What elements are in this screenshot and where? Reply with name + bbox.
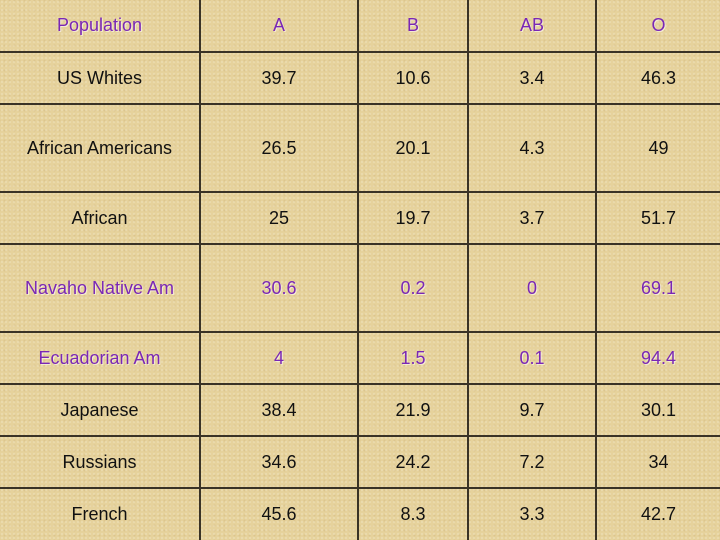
population-cell: Japanese bbox=[0, 383, 201, 437]
type-ab-cell: 4.3 bbox=[467, 103, 597, 193]
type-ab-cell: 9.7 bbox=[467, 383, 597, 437]
type-a-cell: 38.4 bbox=[199, 383, 359, 437]
population-cell: Russians bbox=[0, 435, 201, 489]
type-o-cell: 34 bbox=[595, 435, 720, 489]
type-ab-cell: 0.1 bbox=[467, 331, 597, 385]
type-ab-cell: 3.3 bbox=[467, 487, 597, 540]
type-a-cell: 26.5 bbox=[199, 103, 359, 193]
population-cell: Navaho Native Am bbox=[0, 243, 201, 333]
population-cell: US Whites bbox=[0, 51, 201, 105]
type-b-cell: 0.2 bbox=[357, 243, 469, 333]
type-a-cell: 34.6 bbox=[199, 435, 359, 489]
type-ab-cell: 3.4 bbox=[467, 51, 597, 105]
type-ab-cell: 7.2 bbox=[467, 435, 597, 489]
header-type-a: A bbox=[199, 0, 359, 53]
table-row: African Americans 26.5 20.1 4.3 49 bbox=[0, 103, 720, 193]
type-b-cell: 10.6 bbox=[357, 51, 469, 105]
population-cell: African Americans bbox=[0, 103, 201, 193]
type-o-cell: 51.7 bbox=[595, 191, 720, 245]
type-o-cell: 94.4 bbox=[595, 331, 720, 385]
type-b-cell: 19.7 bbox=[357, 191, 469, 245]
type-a-cell: 39.7 bbox=[199, 51, 359, 105]
type-a-cell: 4 bbox=[199, 331, 359, 385]
type-ab-cell: 3.7 bbox=[467, 191, 597, 245]
table-row: US Whites 39.7 10.6 3.4 46.3 bbox=[0, 51, 720, 105]
table-row: African 25 19.7 3.7 51.7 bbox=[0, 191, 720, 245]
header-type-b: B bbox=[357, 0, 469, 53]
header-type-o: O bbox=[595, 0, 720, 53]
population-cell: Ecuadorian Am bbox=[0, 331, 201, 385]
type-a-cell: 30.6 bbox=[199, 243, 359, 333]
table-row: French 45.6 8.3 3.3 42.7 bbox=[0, 487, 720, 540]
population-cell: French bbox=[0, 487, 201, 540]
type-a-cell: 45.6 bbox=[199, 487, 359, 540]
header-type-ab: AB bbox=[467, 0, 597, 53]
type-o-cell: 30.1 bbox=[595, 383, 720, 437]
type-ab-cell: 0 bbox=[467, 243, 597, 333]
table-row: Japanese 38.4 21.9 9.7 30.1 bbox=[0, 383, 720, 437]
type-o-cell: 69.1 bbox=[595, 243, 720, 333]
table-row: Russians 34.6 24.2 7.2 34 bbox=[0, 435, 720, 489]
type-o-cell: 46.3 bbox=[595, 51, 720, 105]
type-b-cell: 21.9 bbox=[357, 383, 469, 437]
type-b-cell: 1.5 bbox=[357, 331, 469, 385]
population-cell: African bbox=[0, 191, 201, 245]
header-population: Population bbox=[0, 0, 201, 53]
type-b-cell: 8.3 bbox=[357, 487, 469, 540]
type-o-cell: 42.7 bbox=[595, 487, 720, 540]
table-row: Navaho Native Am 30.6 0.2 0 69.1 bbox=[0, 243, 720, 333]
type-b-cell: 24.2 bbox=[357, 435, 469, 489]
type-b-cell: 20.1 bbox=[357, 103, 469, 193]
type-o-cell: 49 bbox=[595, 103, 720, 193]
type-a-cell: 25 bbox=[199, 191, 359, 245]
table-row: Ecuadorian Am 4 1.5 0.1 94.4 bbox=[0, 331, 720, 385]
header-row: Population A B AB O bbox=[0, 0, 720, 53]
